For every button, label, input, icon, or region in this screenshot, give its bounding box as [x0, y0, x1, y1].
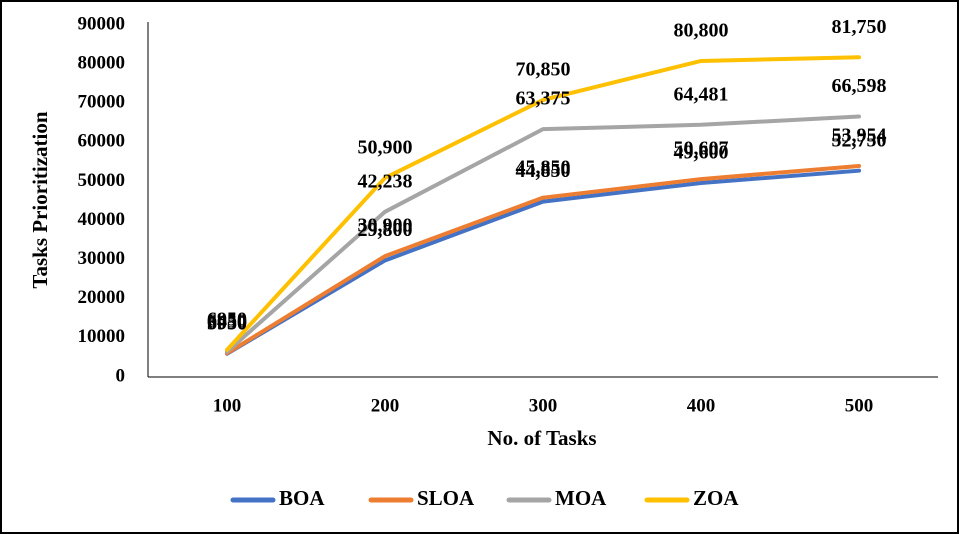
- series-line: [225, 55, 861, 352]
- data-label: 81,750: [832, 16, 887, 38]
- y-tick-label: 50000: [78, 170, 126, 191]
- data-label: 64,481: [674, 83, 729, 105]
- data-label: 6950: [207, 308, 247, 330]
- x-tick-label: 300: [529, 395, 558, 416]
- data-label: 44,850: [516, 160, 571, 182]
- series-line: [225, 114, 861, 354]
- data-label: 49,600: [674, 142, 729, 164]
- data-label: 66,598: [832, 75, 887, 97]
- x-tick-label: 500: [845, 395, 874, 416]
- x-tick-label: 100: [213, 395, 242, 416]
- legend-label: MOA: [555, 486, 607, 510]
- y-tick-label: 90000: [78, 13, 126, 34]
- y-tick-label: 10000: [78, 326, 126, 347]
- data-label: 50,900: [358, 137, 413, 159]
- data-label: 29,800: [358, 219, 413, 241]
- legend-label: SLOA: [417, 486, 475, 510]
- series-line: [225, 163, 861, 356]
- data-label: 42,238: [358, 170, 413, 192]
- legend-label: BOA: [279, 486, 325, 510]
- data-label: 52,750: [832, 129, 887, 151]
- data-label: 63,375: [516, 88, 571, 110]
- y-tick-label: 20000: [78, 287, 126, 308]
- y-tick-label: 0: [116, 365, 126, 386]
- y-tick-label: 40000: [78, 209, 126, 230]
- data-label: 80,800: [674, 20, 729, 42]
- data-label: 6050: [207, 312, 247, 334]
- y-tick-label: 70000: [78, 92, 126, 113]
- legend-label: ZOA: [693, 486, 739, 510]
- data-label: 6450: [207, 310, 247, 332]
- y-axis-title: Tasks Prioritization: [28, 111, 52, 288]
- x-tick-label: 200: [371, 395, 400, 416]
- y-tick-label: 30000: [78, 248, 126, 269]
- y-tick-label: 60000: [78, 131, 126, 152]
- x-tick-label: 400: [687, 395, 716, 416]
- data-label: 45,850: [516, 156, 571, 178]
- data-label: 50,607: [674, 138, 729, 160]
- y-tick-label: 80000: [78, 52, 126, 73]
- data-label: 5950: [207, 312, 247, 334]
- data-label: 70,850: [516, 58, 571, 80]
- series-line: [225, 168, 861, 356]
- data-label: 53,954: [832, 125, 887, 147]
- data-label: 30,900: [358, 215, 413, 237]
- x-axis-title: No. of Tasks: [487, 426, 596, 450]
